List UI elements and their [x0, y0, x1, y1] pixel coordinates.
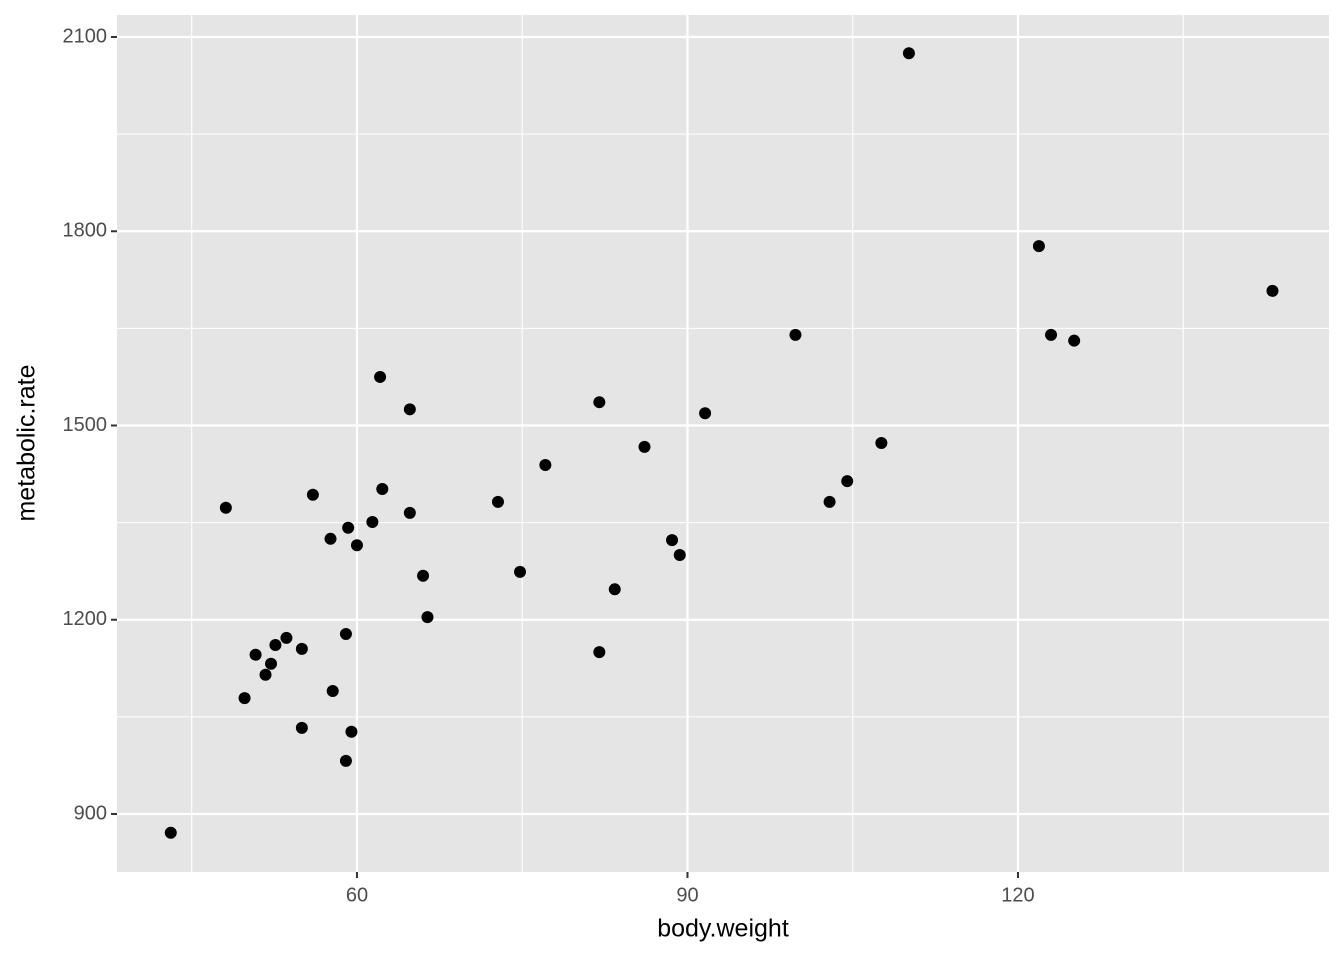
point	[345, 725, 358, 738]
point	[823, 495, 836, 508]
point	[608, 583, 621, 596]
x-axis-title: body.weight	[657, 915, 789, 943]
point	[249, 648, 262, 661]
point	[902, 47, 915, 60]
point	[295, 642, 308, 655]
point	[593, 396, 606, 409]
point	[339, 754, 352, 767]
point	[673, 548, 686, 561]
point	[342, 521, 355, 534]
point	[875, 436, 888, 449]
y-tick-label: 1200	[63, 608, 108, 630]
point	[164, 826, 177, 839]
point	[269, 638, 282, 651]
y-tick-label: 1500	[63, 414, 108, 436]
point	[539, 458, 552, 471]
x-tick-label: 90	[676, 884, 698, 906]
point	[265, 657, 278, 670]
point	[306, 488, 319, 501]
point	[219, 501, 232, 514]
point	[403, 403, 416, 416]
point	[339, 627, 352, 640]
y-tick-label: 2100	[63, 25, 108, 47]
point	[699, 407, 712, 420]
point	[238, 692, 251, 705]
point	[789, 328, 802, 341]
y-tick-label: 1800	[63, 220, 108, 242]
point	[403, 506, 416, 519]
point	[841, 475, 854, 488]
point	[374, 370, 387, 383]
point	[1045, 328, 1058, 341]
y-axis-title: metabolic.rate	[13, 364, 41, 521]
point	[514, 565, 527, 578]
panel	[117, 15, 1329, 872]
point	[421, 611, 434, 624]
point	[366, 515, 379, 528]
point	[259, 668, 272, 681]
point	[295, 721, 308, 734]
x-tick-label: 120	[1001, 884, 1034, 906]
point	[491, 495, 504, 508]
point	[376, 482, 389, 495]
point	[1032, 240, 1045, 253]
point	[638, 440, 651, 453]
point	[1068, 334, 1081, 347]
x-tick-label: 60	[346, 884, 368, 906]
point	[666, 534, 679, 547]
point	[280, 631, 293, 644]
point	[324, 532, 337, 545]
point	[593, 646, 606, 659]
y-tick-label: 900	[74, 802, 107, 824]
point	[1266, 284, 1279, 297]
point	[326, 684, 339, 697]
point	[350, 539, 363, 552]
point	[417, 569, 430, 582]
